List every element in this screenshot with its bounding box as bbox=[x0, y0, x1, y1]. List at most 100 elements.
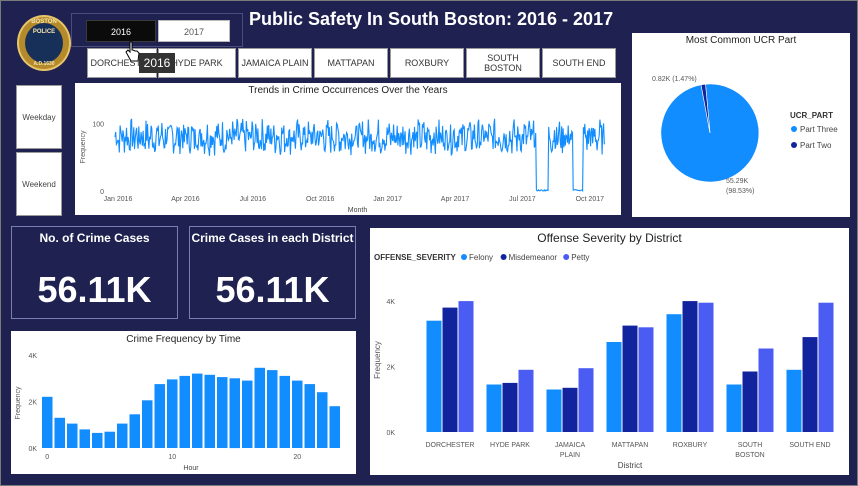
hour-y-tick: 0K bbox=[28, 446, 37, 453]
year-button-2017[interactable]: 2017 bbox=[158, 20, 230, 42]
hour-bar bbox=[204, 374, 215, 448]
pie-legend-title: UCR_PART bbox=[790, 111, 833, 120]
hour-bar bbox=[142, 400, 153, 448]
trend-chart-panel: Trends in Crime Occurrences Over the Yea… bbox=[75, 83, 621, 215]
severity-legend-marker bbox=[461, 254, 467, 260]
hour-bar bbox=[79, 429, 90, 448]
logo-mid-text: POLICE bbox=[32, 29, 56, 35]
ucr-pie-panel: Most Common UCR Part 0.82K (1.47%) 55.29K… bbox=[632, 33, 850, 217]
trend-y-tick: 100 bbox=[92, 121, 104, 128]
hour-bar bbox=[154, 384, 165, 448]
ucr-pie-chart: 0.82K (1.47%) 55.29K (98.53%) UCR_PART Part … bbox=[652, 76, 838, 195]
severity-bar bbox=[742, 371, 758, 432]
trend-y-label: Frequency bbox=[80, 130, 87, 164]
hour-bar bbox=[179, 375, 190, 448]
pie-data-label: (98.53%) bbox=[726, 188, 754, 195]
hour-bar bbox=[229, 378, 240, 449]
trend-x-tick: Jul 2017 bbox=[509, 196, 536, 203]
trend-x-tick: Jan 2017 bbox=[373, 196, 402, 203]
hour-bar bbox=[117, 423, 128, 448]
pie-legend-label: Part Two bbox=[800, 141, 832, 150]
severity-x-tick: MATTAPAN bbox=[612, 442, 649, 449]
weekday-button[interactable]: Weekday bbox=[16, 85, 62, 149]
hour-bar bbox=[279, 375, 290, 448]
severity-bar bbox=[518, 369, 534, 432]
weekend-button[interactable]: Weekend bbox=[16, 152, 62, 216]
hour-bar bbox=[304, 384, 315, 448]
page-title: Public Safety In South Boston: 2016 - 20… bbox=[249, 9, 614, 29]
severity-bar bbox=[622, 325, 638, 432]
severity-bar bbox=[758, 348, 774, 432]
hour-bar bbox=[167, 379, 178, 448]
severity-x-tick: PLAIN bbox=[560, 452, 580, 459]
pie-data-label: 0.82K (1.47%) bbox=[652, 76, 697, 83]
hour-bar bbox=[292, 380, 303, 448]
severity-bar bbox=[606, 342, 622, 432]
severity-bar bbox=[458, 301, 474, 432]
severity-bar bbox=[546, 389, 562, 432]
district-button-roxbury[interactable]: ROXBURY bbox=[390, 48, 464, 78]
severity-x-tick: SOUTH END bbox=[789, 442, 830, 449]
severity-legend-marker bbox=[500, 254, 507, 260]
district-button-mattapan[interactable]: MATTAPAN bbox=[314, 48, 388, 78]
district-cases-label: Crime Cases in each District bbox=[191, 231, 354, 245]
hour-y-tick: 2K bbox=[28, 400, 37, 407]
trend-y-tick: 0 bbox=[100, 189, 104, 196]
hour-x-tick: 10 bbox=[168, 454, 176, 461]
year-slicer: 2016 2017 bbox=[71, 13, 243, 47]
trend-x-tick: Oct 2017 bbox=[576, 196, 605, 203]
severity-x-tick: BOSTON bbox=[735, 452, 764, 459]
hour-y-label: Frequency bbox=[15, 386, 22, 420]
severity-x-label: District bbox=[618, 461, 643, 470]
severity-x-tick: JAMAICA bbox=[555, 442, 586, 449]
district-button-jamaica-plain[interactable]: JAMAICA PLAIN bbox=[238, 48, 312, 78]
hour-bar bbox=[267, 370, 278, 448]
severity-y-tick: 2K bbox=[386, 365, 395, 372]
district-button-south-end[interactable]: SOUTH END bbox=[542, 48, 616, 78]
severity-legend-marker bbox=[563, 254, 570, 260]
pie-chart-title: Most Common UCR Part bbox=[685, 35, 797, 46]
severity-bar bbox=[442, 307, 458, 432]
hour-chart-panel: Crime Frequency by Time 0K 2K 4K Frequency 0… bbox=[11, 331, 356, 474]
severity-bar bbox=[786, 369, 802, 432]
year-tooltip: 2016 bbox=[139, 53, 175, 73]
district-button-south-boston[interactable]: SOUTH BOSTON bbox=[466, 48, 540, 78]
hour-chart-title: Crime Frequency by Time bbox=[126, 334, 241, 345]
severity-bar bbox=[726, 384, 742, 432]
severity-x-tick: ROXBURY bbox=[673, 442, 708, 449]
hour-bar bbox=[42, 396, 53, 448]
pie-slice bbox=[700, 83, 711, 134]
severity-y-tick: 0K bbox=[386, 430, 395, 437]
boston-police-logo: BOSTON POLICE A.D.1630 bbox=[17, 15, 71, 71]
year-button-2016[interactable]: 2016 bbox=[86, 20, 156, 42]
pie-legend-marker bbox=[791, 126, 797, 132]
severity-bar-chart: OFFENSE_SEVERITY Felony Misdemeanor Petty 0K… bbox=[373, 253, 834, 470]
severity-bar bbox=[802, 337, 818, 432]
severity-y-label: Frequency bbox=[373, 341, 382, 379]
severity-legend-label: Misdemeanor bbox=[509, 253, 558, 262]
trend-series-line bbox=[114, 118, 606, 193]
severity-bar bbox=[562, 387, 578, 432]
severity-y-tick: 4K bbox=[386, 299, 395, 306]
hour-bar bbox=[254, 367, 265, 448]
severity-bar bbox=[818, 302, 834, 432]
severity-chart-title: Offense Severity by District bbox=[537, 231, 682, 245]
trend-chart-title: Trends in Crime Occurrences Over the Yea… bbox=[248, 85, 448, 96]
trend-x-label: Month bbox=[348, 207, 368, 214]
trend-x-tick: Apr 2017 bbox=[441, 196, 470, 203]
hour-bar bbox=[54, 417, 65, 448]
severity-x-tick: DORCHESTER bbox=[425, 442, 474, 449]
pie-legend-marker bbox=[791, 142, 797, 148]
trend-x-tick: Apr 2016 bbox=[171, 196, 200, 203]
district-cases-value: 56.11K bbox=[215, 269, 330, 310]
pie-data-label: 55.29K bbox=[726, 178, 749, 185]
trend-x-tick: Jan 2016 bbox=[104, 196, 133, 203]
crime-cases-label: No. of Crime Cases bbox=[39, 231, 150, 245]
trend-x-tick: Oct 2016 bbox=[306, 196, 335, 203]
hour-bar bbox=[217, 377, 228, 448]
hour-bar bbox=[317, 392, 328, 448]
hour-bar bbox=[242, 380, 253, 448]
pie-legend-label: Part Three bbox=[800, 125, 838, 134]
trend-x-tick: Jul 2016 bbox=[240, 196, 267, 203]
